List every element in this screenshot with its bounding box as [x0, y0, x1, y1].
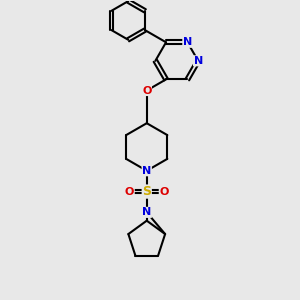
Text: O: O: [159, 187, 169, 196]
Text: N: N: [194, 56, 203, 66]
Text: O: O: [142, 85, 152, 95]
Text: S: S: [142, 185, 151, 198]
Text: N: N: [142, 166, 152, 176]
Text: N: N: [142, 207, 152, 218]
Text: N: N: [183, 37, 192, 47]
Text: O: O: [125, 187, 134, 196]
